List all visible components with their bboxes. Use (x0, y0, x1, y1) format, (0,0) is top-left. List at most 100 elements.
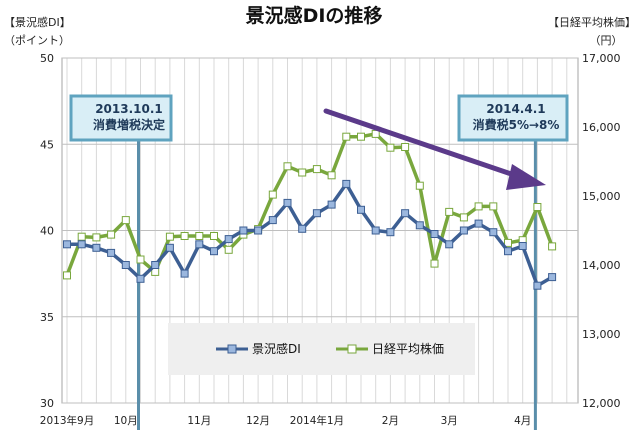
trend-arrow-layer (323, 108, 546, 190)
series-line (67, 182, 553, 288)
data-point (210, 247, 218, 256)
data-point (445, 240, 454, 249)
legend-label-di: 景況感DI (252, 341, 301, 356)
data-point (312, 209, 321, 218)
data-point (107, 248, 116, 257)
data-point (533, 203, 542, 211)
legend: 景況感DI 日経平均株価 (168, 323, 475, 375)
data-point (92, 243, 101, 252)
data-point (92, 233, 101, 242)
data-point (504, 238, 512, 247)
legend-label-nikkei: 日経平均株価 (372, 341, 444, 356)
x-tick-label: 10月 (114, 415, 138, 427)
data-point (533, 281, 542, 290)
data-point (63, 240, 71, 249)
series-layer (63, 129, 557, 290)
left-tick-label: 30 (40, 397, 54, 410)
data-point (371, 129, 380, 138)
data-point (327, 171, 336, 180)
data-point (210, 232, 218, 240)
data-point (327, 200, 336, 209)
left-axis-ticks: 50 45 40 35 30 (40, 52, 54, 410)
data-point (357, 132, 365, 141)
legend-marker-di (227, 344, 237, 354)
x-tick-label: 2月 (382, 415, 399, 427)
data-point (165, 232, 174, 241)
data-point (180, 232, 189, 240)
left-axis-label: 【景況感DI】 (4, 15, 71, 29)
right-tick-label: 16,000 (582, 121, 621, 134)
data-point (342, 179, 351, 188)
data-point (268, 216, 277, 225)
callout-text: 2013.10.1 (95, 102, 163, 116)
data-point (136, 274, 145, 283)
callout-box (457, 94, 569, 142)
right-tick-label: 17,000 (582, 52, 621, 65)
data-point (107, 230, 116, 239)
data-point (77, 232, 86, 241)
data-point (298, 224, 307, 233)
data-point (489, 228, 498, 237)
data-point (459, 226, 468, 235)
right-tick-label: 15,000 (582, 190, 621, 203)
data-point (357, 205, 365, 214)
right-axis-unit: （円） (590, 34, 623, 47)
data-point (548, 242, 557, 251)
left-axis-unit: （ポイント） (4, 34, 70, 47)
x-tick-label: 2013年9月 (40, 414, 94, 427)
data-point (298, 168, 307, 177)
callout-text: 消費増税決定 (93, 117, 165, 132)
data-point (504, 247, 512, 256)
data-point (342, 132, 351, 141)
data-point (283, 162, 292, 171)
data-point (239, 226, 248, 235)
x-tick-label: 2014年1月 (290, 414, 344, 427)
data-point (518, 242, 527, 250)
data-point (415, 221, 424, 230)
data-point (430, 259, 439, 268)
left-tick-label: 45 (40, 138, 54, 151)
x-tick-label: 11月 (187, 415, 211, 427)
data-point (415, 181, 424, 190)
callout-box (69, 94, 173, 142)
data-point (430, 230, 439, 238)
left-tick-label: 40 (40, 225, 54, 238)
data-point (283, 198, 292, 207)
data-point (474, 219, 483, 228)
x-tick-label: 12月 (246, 415, 270, 427)
data-point (401, 143, 410, 151)
data-point (548, 273, 557, 282)
data-point (77, 240, 86, 249)
legend-marker-nikkei (347, 344, 357, 354)
x-tick-label: 3月 (441, 415, 458, 427)
x-axis-ticks: 2013年9月 10月 11月 12月 2014年1月 2月 3月 4月 (40, 414, 531, 427)
right-tick-label: 14,000 (582, 259, 621, 272)
right-axis-label: 【日経平均株価】 (548, 15, 636, 29)
data-point (401, 209, 410, 218)
chart-title: 景況感DIの推移 (246, 4, 383, 27)
trend-arrow-head (506, 164, 546, 190)
data-point (121, 216, 130, 225)
callout-text: 2014.4.1 (486, 102, 545, 116)
data-point (386, 143, 395, 152)
data-point (312, 165, 321, 174)
data-point (371, 226, 380, 235)
data-point (224, 245, 233, 254)
data-point (459, 213, 468, 222)
data-point (165, 243, 174, 252)
data-point (489, 202, 498, 211)
right-tick-label: 12,000 (582, 397, 621, 410)
left-tick-label: 50 (40, 52, 54, 65)
data-point (254, 226, 263, 235)
data-point (224, 235, 233, 244)
trend-arrow-shaft (323, 108, 523, 180)
series-line (65, 132, 554, 277)
data-point (180, 269, 189, 278)
right-axis-ticks: 17,000 16,000 15,000 14,000 13,000 12,000 (582, 52, 621, 410)
right-tick-label: 13,000 (582, 328, 621, 341)
data-point (445, 207, 454, 216)
data-point (63, 271, 71, 280)
data-point (195, 232, 204, 240)
